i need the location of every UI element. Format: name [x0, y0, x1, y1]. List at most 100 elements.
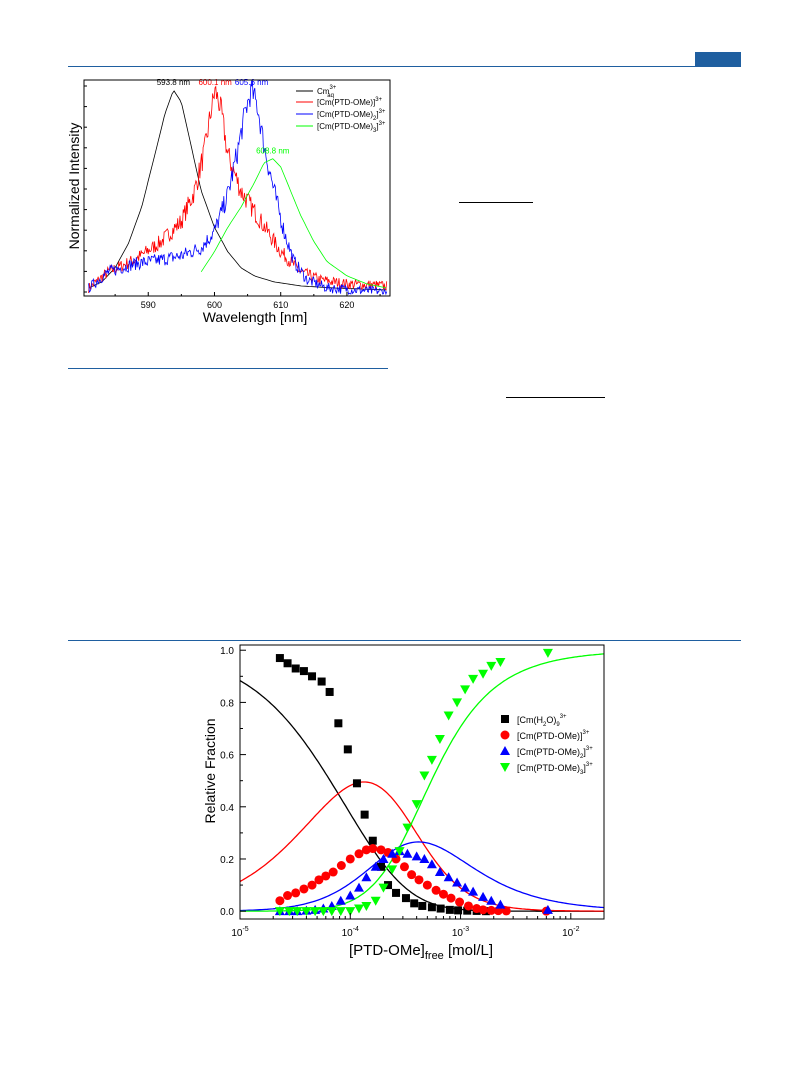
data-point-series-3 [486, 895, 497, 905]
data-point-series-2 [414, 875, 424, 885]
x-tick-label: 10-5 [231, 926, 248, 939]
data-point-series-4 [326, 907, 337, 917]
fit-curves [239, 653, 605, 912]
data-point-series-2 [368, 844, 378, 854]
spectrum-line-1 [88, 90, 387, 291]
data-point-series-1 [360, 810, 369, 819]
data-point-series-1 [418, 901, 427, 910]
plot-frame-2 [239, 644, 605, 920]
emission-spectra-chart: 593.8 nm 600.1 nm 605.6 nm 608.8 nm 590 600 6… [66, 78, 391, 325]
data-point-series-4 [495, 657, 506, 667]
data-point-series-2 [486, 905, 496, 915]
data-point-series-1 [445, 905, 454, 914]
data-point-series-2 [463, 901, 473, 911]
data-point-series-4 [460, 685, 471, 695]
x-axis-ticks: 590 600 610 620 [114, 292, 381, 310]
y-axis-label-2: Relative Fraction [202, 718, 218, 823]
data-point-series-1 [299, 667, 308, 676]
data-point-series-3 [434, 867, 445, 877]
data-point-series-3 [460, 882, 471, 892]
underline-mark-1 [459, 202, 533, 203]
underline-mark-2 [506, 397, 605, 398]
data-point-series-2 [336, 861, 346, 871]
plot-frame [83, 79, 391, 297]
data-point-series-2 [299, 884, 309, 894]
data-point-series-1 [427, 903, 436, 912]
data-point-series-2 [307, 880, 317, 890]
data-point-series-2 [422, 880, 432, 890]
data-point-series-1 [275, 654, 284, 663]
legend-label-3: [Cm(PTD-OMe)2]3+ [517, 746, 593, 760]
data-point-series-3 [353, 882, 364, 892]
data-point-series-2 [314, 875, 324, 885]
speciation-chart: 10-5 10-4 10-3 10-2 0.0 0.2 0.4 0.6 0.8 1.0 Rela… [202, 644, 605, 962]
data-point-series-4 [434, 734, 445, 744]
data-point-series-4 [387, 865, 398, 875]
data-point-series-4 [378, 883, 389, 893]
data-point-series-2 [446, 893, 456, 903]
data-point-series-2 [283, 891, 293, 901]
data-point-series-4 [402, 823, 413, 833]
peak-label-2: 600.1 nm [198, 78, 232, 87]
x-tick-label: 590 [141, 300, 156, 310]
data-point-series-3 [419, 853, 430, 863]
data-point-series-4 [301, 907, 312, 917]
y-tick-label: 0.0 [220, 907, 234, 918]
data-point-series-4 [335, 907, 346, 917]
x-axis-label-2: [PTD-OMe]free [mol/L] [349, 942, 493, 962]
data-point-series-4 [419, 771, 430, 781]
y-tick-label: 0.4 [220, 803, 234, 814]
data-point-series-4 [310, 907, 321, 917]
data-point-series-1 [283, 659, 292, 668]
y-axis-ticks-2: 0.0 0.2 0.4 0.6 0.8 1.0 [220, 646, 246, 918]
section-rule [68, 640, 741, 641]
data-point-series-2 [328, 867, 338, 877]
data-point-series-2 [354, 849, 364, 859]
x-tick-label: 610 [273, 300, 288, 310]
legend-label-2: [Cm(PTD-OMe)]3+ [517, 730, 590, 741]
data-point-series-1 [308, 672, 317, 681]
data-point-series-3 [335, 895, 346, 905]
header-tab [695, 52, 741, 66]
spectrum-line-4 [200, 158, 387, 289]
data-point-series-1 [325, 687, 334, 696]
data-point-series-2 [275, 896, 285, 906]
data-point-series-2 [407, 870, 417, 880]
data-point-series-3 [378, 853, 389, 863]
data-point-series-1 [377, 862, 386, 871]
fit-curve-4 [240, 653, 605, 912]
data-point-series-3 [387, 848, 398, 858]
data-point-series-2 [431, 885, 441, 895]
y-axis-label: Normalized Intensity [66, 123, 82, 250]
x-axis-label: Wavelength [nm] [203, 309, 308, 325]
data-point-series-1 [384, 881, 393, 890]
peak-label-3: 605.6 nm [235, 78, 269, 87]
data-point-series-1 [392, 888, 401, 897]
header-rule [68, 66, 741, 67]
legend-marker-4 [500, 763, 510, 772]
legend-marker-2 [500, 730, 510, 740]
data-point-series-4 [370, 896, 381, 906]
data-point-series-3 [361, 872, 372, 882]
legend-label-cm-aq: Cm3+ aq [317, 85, 337, 99]
y-tick-label: 0.6 [220, 751, 234, 762]
legend-label-cm-ptd1: [Cm(PTD-OMe)]3+ [317, 97, 383, 107]
data-point-series-3 [495, 899, 506, 909]
data-point-series-2 [376, 845, 386, 855]
data-markers [274, 648, 553, 917]
data-point-series-3 [426, 859, 437, 869]
data-point-series-4 [345, 907, 356, 917]
legend-marker-3 [500, 746, 510, 755]
spectrum-line-3 [88, 80, 388, 296]
y-tick-label: 0.2 [220, 855, 234, 866]
fit-curve-3 [240, 841, 605, 912]
data-point-series-4 [426, 755, 437, 765]
data-point-series-3 [443, 872, 454, 882]
data-point-series-2 [345, 854, 355, 864]
legend-label-1: [Cm(H2O)93+ [517, 714, 567, 728]
data-point-series-4 [292, 907, 303, 917]
data-point-series-2 [399, 862, 409, 872]
legend-label-cm-ptd3: [Cm(PTD-OMe)3]3+ [317, 121, 386, 134]
data-point-series-2 [438, 889, 448, 899]
data-point-series-1 [317, 677, 326, 686]
